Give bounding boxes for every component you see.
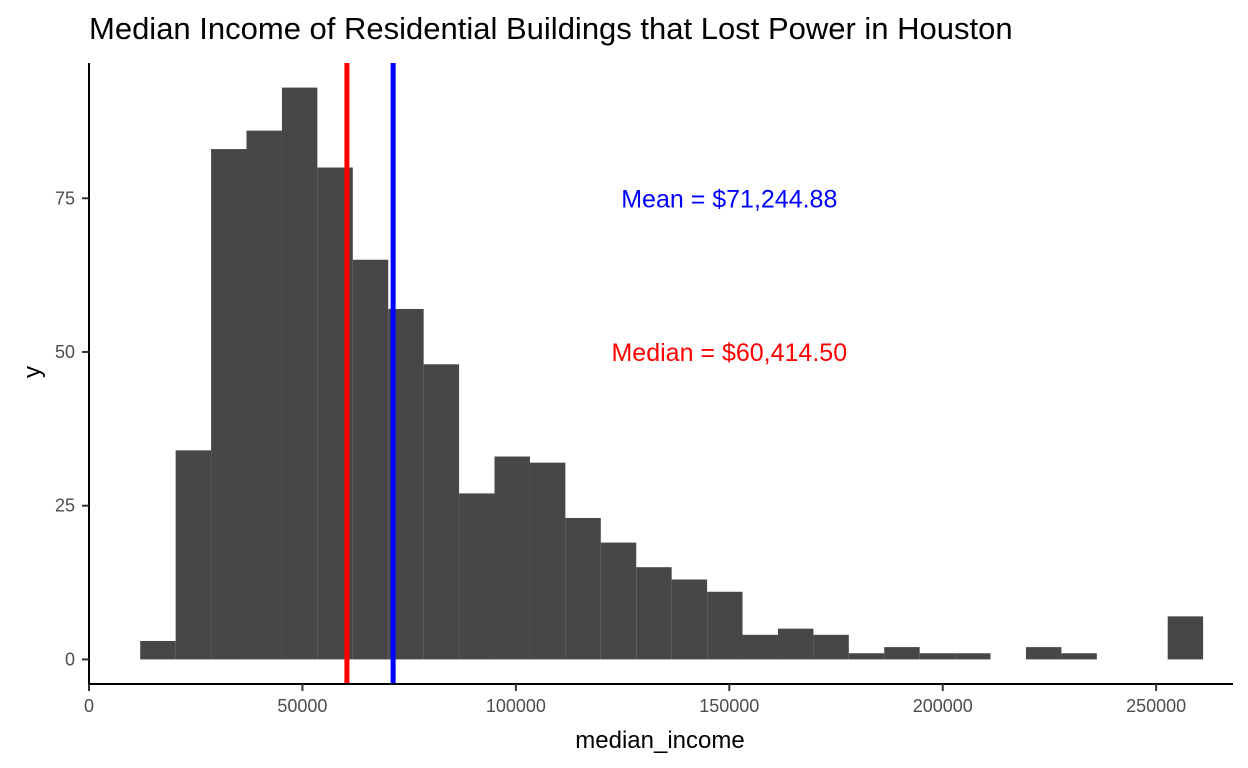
histogram-bar-15 [671,579,708,660]
histogram-bar-9 [459,493,495,660]
y-tick-label-0: 0 [65,649,75,669]
x-tick-label-4: 200000 [913,696,973,716]
x-tick-label-1: 50000 [277,696,327,716]
histogram-bar-26 [1061,653,1097,660]
histogram-bar-25 [1025,647,1062,660]
y-tick-label-2: 50 [55,342,75,362]
y-axis-title: y [19,366,46,378]
histogram-bar-14 [636,567,672,660]
reference-line-label-1: Mean = $71,244.88 [621,185,837,213]
x-axis-ticks: 0 50000 100000 150000 200000 250000 [84,684,1186,716]
histogram-bar-13 [600,542,637,660]
histogram-bar-0 [140,640,176,660]
reference-line-labels: Median = $60,414.50 Mean = $71,244.88 [611,185,847,367]
x-tick-label-2: 100000 [486,696,546,716]
histogram-bars [140,87,1204,660]
histogram-bar-20 [848,653,885,660]
histogram-bar-21 [884,647,920,660]
reference-lines [344,63,396,684]
histogram-bar-29 [1167,616,1204,660]
reference-line-label-0: Median = $60,414.50 [611,339,847,367]
histogram-bar-17 [742,634,778,660]
histogram-bar-12 [565,517,601,660]
y-tick-label-3: 75 [55,188,75,208]
histogram-bar-11 [529,462,566,660]
histogram-bar-16 [707,591,743,660]
histogram-bar-8 [423,364,460,660]
histogram-bar-19 [813,634,849,660]
x-tick-label-5: 250000 [1126,696,1186,716]
y-tick-label-1: 25 [55,496,75,516]
x-tick-label-3: 150000 [699,696,759,716]
histogram-bar-2 [211,149,247,660]
histogram-bar-6 [352,259,389,660]
histogram-bar-10 [494,456,530,660]
x-tick-label-0: 0 [84,696,94,716]
histogram-bar-23 [955,653,991,660]
y-axis-ticks: 0 25 50 75 [55,188,89,669]
histogram-bar-22 [919,653,956,660]
chart-title: Median Income of Residential Buildings t… [89,11,1013,46]
histogram-bar-4 [281,87,318,660]
x-axis-title: median_income [575,727,744,754]
histogram-bar-1 [175,450,212,660]
histogram-bar-3 [246,130,282,660]
histogram-bar-18 [777,628,814,660]
